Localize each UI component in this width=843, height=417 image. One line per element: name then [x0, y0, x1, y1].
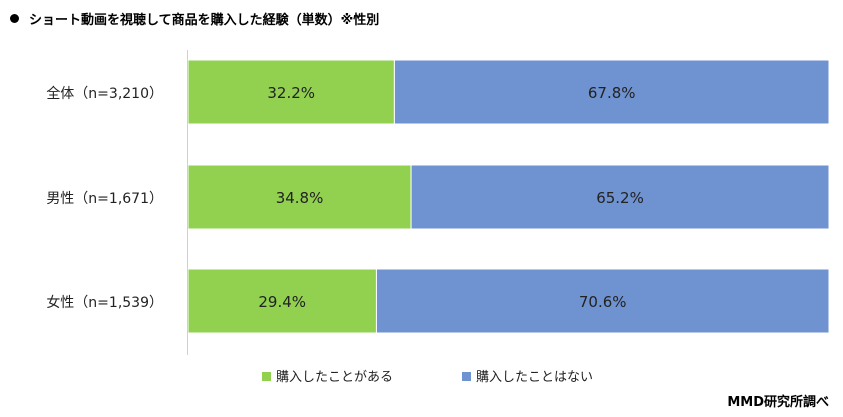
legend-swatch [462, 372, 471, 381]
source-note: MMD研究所調べ [727, 395, 829, 410]
legend-swatch [262, 372, 271, 381]
bars-layer: 32.2% 67.8% 34.8% 65.2% 29.4% 70.6% [187, 59, 830, 334]
data-label: 70.6% [579, 293, 627, 311]
data-label: 65.2% [596, 189, 644, 207]
bullet-icon [10, 14, 19, 23]
bar-segment-not-purchased-0 [393, 59, 830, 125]
data-label: 67.8% [588, 84, 636, 102]
legend-label: 購入したことはない [476, 370, 593, 385]
data-label: 32.2% [267, 84, 315, 102]
legend-label: 購入したことがある [276, 370, 393, 385]
category-label: 男性（n=1,671） [46, 191, 163, 207]
category-label: 全体（n=3,210） [46, 85, 163, 102]
chart-title-text: ショート動画を視聴して商品を購入した経験（単数）※性別 [29, 13, 380, 28]
category-label: 女性（n=1,539） [46, 294, 163, 311]
chart-title: ショート動画を視聴して商品を購入した経験（単数）※性別 [10, 9, 379, 28]
bar-segment-not-purchased-1 [410, 164, 830, 230]
data-label: 29.4% [258, 293, 306, 311]
data-label: 34.8% [276, 189, 324, 207]
legend: 購入したことがある 購入したことはない [262, 370, 593, 385]
category-labels: 全体（n=3,210） 男性（n=1,671） 女性（n=1,539） [46, 85, 163, 311]
bar-segment-not-purchased-2 [375, 268, 830, 334]
